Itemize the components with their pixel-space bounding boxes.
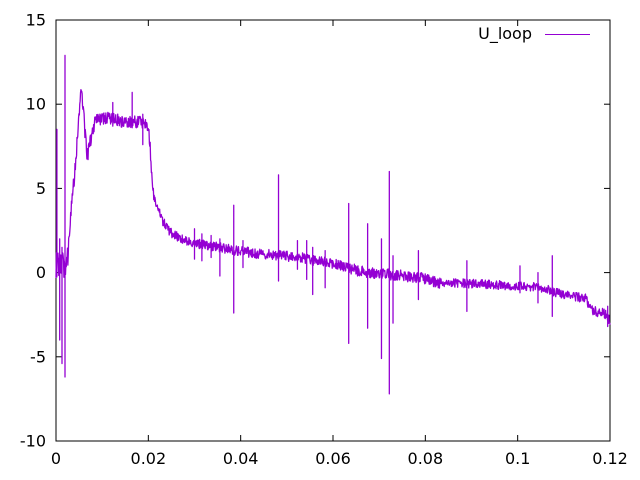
y-tick-label: 10 — [26, 95, 46, 114]
x-tick-label: 0.04 — [223, 449, 259, 468]
y-tick-label: -5 — [30, 347, 46, 366]
series-line-u-loop — [55, 54, 611, 395]
y-tick-label: 15 — [26, 11, 46, 30]
x-tick-label: 0 — [51, 449, 61, 468]
y-tick-label: 0 — [36, 263, 46, 282]
legend-line-sample-icon — [545, 33, 590, 35]
x-tick-label: 0.02 — [131, 449, 167, 468]
legend: U_loop — [478, 26, 590, 42]
y-tick-label: -10 — [20, 432, 46, 451]
y-tick-label: 5 — [36, 179, 46, 198]
legend-label-u-loop: U_loop — [478, 24, 532, 43]
x-tick-label: 0.1 — [505, 449, 530, 468]
x-tick-label: 0.08 — [408, 449, 444, 468]
x-tick-label: 0.12 — [592, 449, 628, 468]
x-tick-label: 0.06 — [315, 449, 351, 468]
plot-border — [55, 19, 611, 442]
